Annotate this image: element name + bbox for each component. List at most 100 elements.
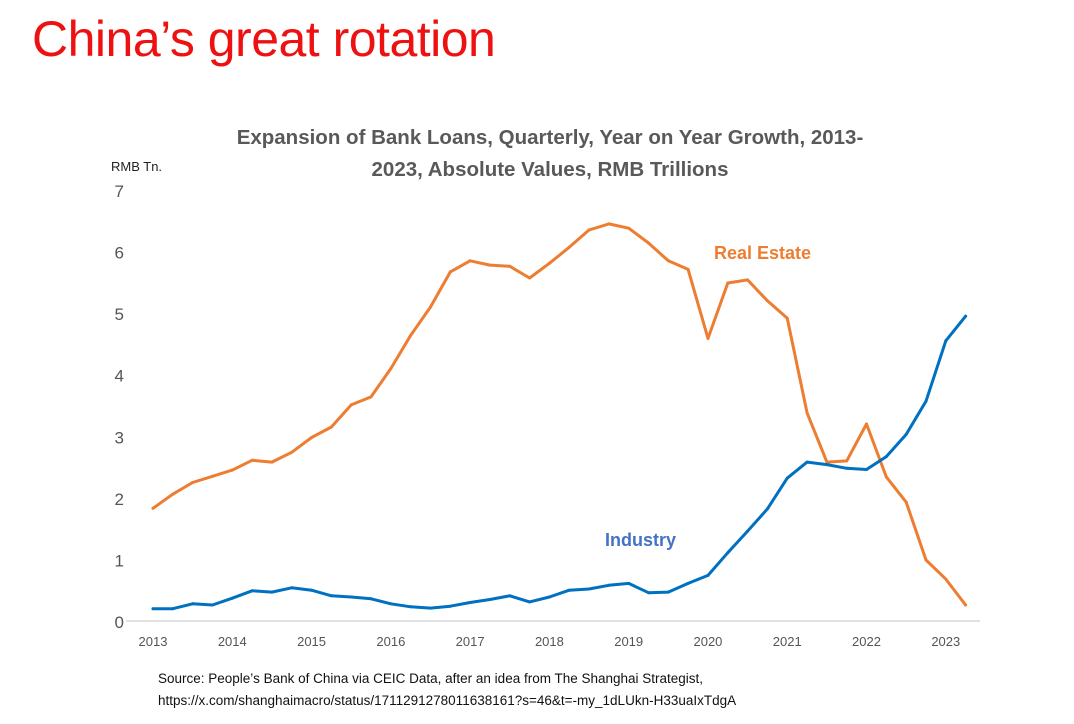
data-point [746,529,750,533]
data-point [389,367,393,371]
data-point [429,305,432,309]
data-point [785,476,789,480]
data-point [647,591,650,595]
chart-title-line-1: Expansion of Bank Loans, Quarterly, Year… [236,126,864,149]
data-point [964,603,968,607]
data-point [785,316,789,320]
x-tick-label: 2017 [456,634,485,649]
data-point [904,432,908,436]
data-point [746,278,750,282]
data-point [825,460,829,464]
data-point [191,481,195,484]
data-point [448,604,452,608]
data-point [329,425,333,429]
data-point [726,551,730,555]
slide-title: China’s great rotation [32,11,496,67]
data-point [310,436,314,439]
data-point [409,333,413,337]
y-tick-label: 0 [115,613,124,632]
y-tick-label: 5 [115,305,124,324]
x-tick-label: 2021 [773,634,802,649]
data-point [488,598,492,601]
data-point [409,605,413,609]
x-tick-label: 2013 [139,634,168,649]
x-tick-label: 2019 [614,634,643,649]
data-point [567,588,571,592]
data-point [448,270,452,274]
chart-title: Expansion of Bank Loans, Quarterly, Year… [150,122,950,186]
x-tick-label: 2023 [931,634,960,649]
data-point [230,596,234,600]
data-point [865,422,868,426]
data-point [904,500,908,504]
data-point [528,600,532,604]
data-point [468,259,472,263]
data-point [270,590,274,594]
data-point [329,594,333,598]
data-point [825,463,829,467]
data-point [389,602,393,606]
data-point [290,586,294,590]
y-tick-label: 1 [115,551,124,570]
data-point [349,595,353,599]
data-point [587,228,591,232]
data-point [191,602,195,606]
data-point [964,314,968,318]
data-point [488,263,492,267]
series-line-industry [151,314,968,611]
y-axis-unit-label: RMB Tn. [111,159,163,174]
data-point [726,281,730,285]
data-point [647,241,650,245]
data-point [369,395,373,399]
data-point [706,573,710,577]
source-link: https://x.com/shanghaimacro/status/17112… [158,693,737,708]
data-point [765,507,769,511]
x-tick-label: 2015 [297,634,326,649]
data-point [587,587,591,591]
data-point [607,583,611,587]
data-point [547,595,551,599]
x-tick-label: 2014 [218,634,247,649]
data-point [924,558,928,562]
data-point [528,276,532,280]
data-point [349,403,353,407]
data-point [884,455,888,459]
series-label-industry: Industry [605,530,676,550]
data-point [924,399,928,403]
data-point [250,458,254,462]
x-tick-label: 2022 [852,634,881,649]
data-point [627,226,631,230]
y-tick-label: 6 [115,244,124,263]
data-point [211,474,214,478]
y-axis-ticks: 0 1 2 3 4 5 6 7 [115,182,124,632]
data-point [607,222,611,226]
data-point [429,606,432,610]
data-point [765,299,769,303]
data-point [845,459,849,463]
data-point [666,590,670,594]
data-point [547,261,551,265]
x-axis-ticks: 2013 2014 2015 2016 2017 2018 2019 2020 2021 2022… [139,634,961,649]
y-tick-label: 4 [115,367,124,386]
y-tick-label: 7 [115,182,124,201]
data-point [171,607,175,611]
y-tick-label: 3 [115,428,124,447]
data-point [270,460,274,464]
data-point [944,339,948,343]
data-point [250,589,254,593]
data-point [686,581,690,585]
x-tick-label: 2018 [535,634,564,649]
source-line-1: Source: People’s Bank of China via CEIC … [158,671,704,686]
data-point [151,607,155,611]
data-point [290,450,294,454]
data-point [211,603,214,607]
data-point [567,245,571,249]
source-note: Source: People’s Bank of China via CEIC … [158,668,736,712]
data-point [310,588,314,592]
data-point [845,466,849,470]
data-point [706,336,710,340]
data-point [686,267,690,271]
data-point [171,492,175,496]
data-point [865,468,868,471]
